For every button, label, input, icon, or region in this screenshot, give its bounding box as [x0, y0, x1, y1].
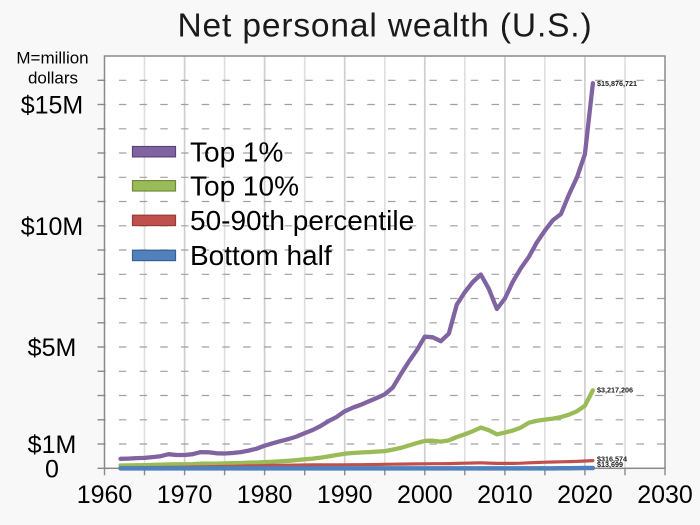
svg-text:Top 10%: Top 10% — [190, 171, 299, 202]
svg-text:$13,699: $13,699 — [597, 460, 623, 469]
svg-text:2000: 2000 — [397, 481, 453, 509]
svg-text:$15,876,721: $15,876,721 — [597, 79, 637, 88]
svg-text:50-90th percentile: 50-90th percentile — [190, 205, 414, 236]
svg-text:1960: 1960 — [77, 481, 133, 509]
svg-text:$10M: $10M — [21, 213, 84, 241]
svg-text:2010: 2010 — [477, 481, 533, 509]
svg-text:dollars: dollars — [28, 69, 78, 88]
svg-text:Net personal wealth (U.S.): Net personal wealth (U.S.) — [178, 8, 593, 45]
svg-text:1990: 1990 — [317, 481, 373, 509]
svg-text:$1M: $1M — [28, 431, 77, 459]
svg-text:$3,217,206: $3,217,206 — [597, 386, 633, 395]
svg-text:$15M: $15M — [21, 92, 84, 120]
svg-text:$5M: $5M — [28, 334, 77, 362]
svg-text:2020: 2020 — [557, 481, 613, 509]
svg-text:1970: 1970 — [157, 481, 213, 509]
svg-text:0: 0 — [45, 455, 59, 483]
svg-text:Top 1%: Top 1% — [190, 136, 283, 167]
svg-text:M=million: M=million — [16, 49, 88, 68]
svg-text:2030: 2030 — [637, 481, 693, 509]
svg-text:$316,574: $316,574 — [597, 454, 627, 463]
svg-text:1980: 1980 — [237, 481, 293, 509]
svg-text:Bottom half: Bottom half — [190, 240, 332, 271]
